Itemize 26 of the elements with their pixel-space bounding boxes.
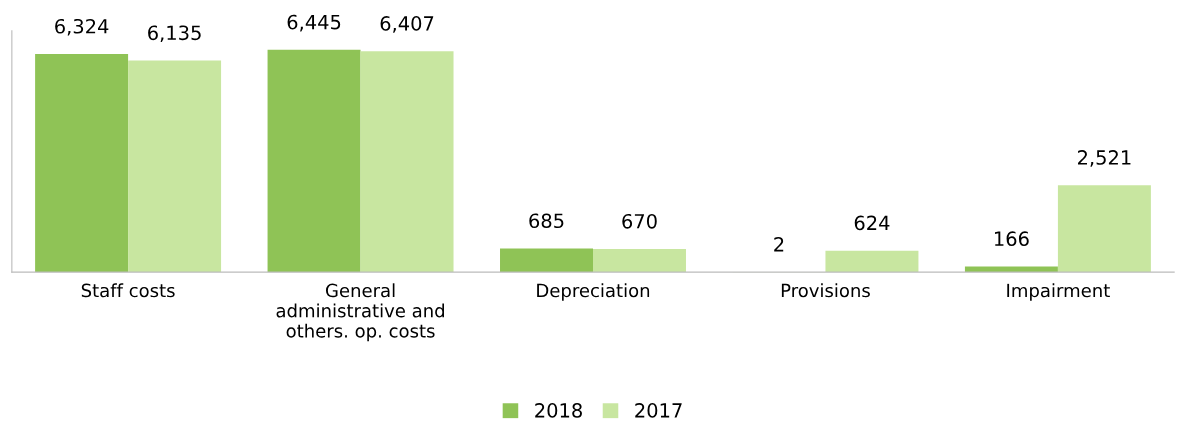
data-label: 670 xyxy=(622,213,657,229)
data-label: 6,324 xyxy=(55,18,109,36)
bar xyxy=(825,250,919,273)
data-label: 2,521 xyxy=(1078,150,1131,167)
data-label: 6,135 xyxy=(148,25,201,43)
bar xyxy=(267,49,361,273)
data-label: 6,445 xyxy=(287,14,341,32)
x-tick-label: Provisions xyxy=(781,283,870,298)
bar xyxy=(964,266,1058,273)
legend-label: 2017 xyxy=(635,403,682,418)
bar xyxy=(360,51,454,273)
data-label: 6,407 xyxy=(380,16,434,33)
x-tick-label: General administrative and others. op. costs xyxy=(276,283,444,342)
bar xyxy=(1057,185,1151,273)
data-label: 166 xyxy=(995,231,1029,247)
bar xyxy=(35,54,129,273)
legend-label: 2018 xyxy=(535,403,582,418)
x-tick-label: Impairment xyxy=(1007,283,1110,301)
data-label: 685 xyxy=(529,213,564,229)
bar xyxy=(593,249,686,273)
x-tick-label: Staff costs xyxy=(81,283,175,298)
bar xyxy=(500,248,593,273)
data-label: 624 xyxy=(854,215,890,231)
data-label: 2 xyxy=(774,236,784,252)
bar xyxy=(128,60,222,273)
x-tick-label: Depreciation xyxy=(537,283,650,301)
